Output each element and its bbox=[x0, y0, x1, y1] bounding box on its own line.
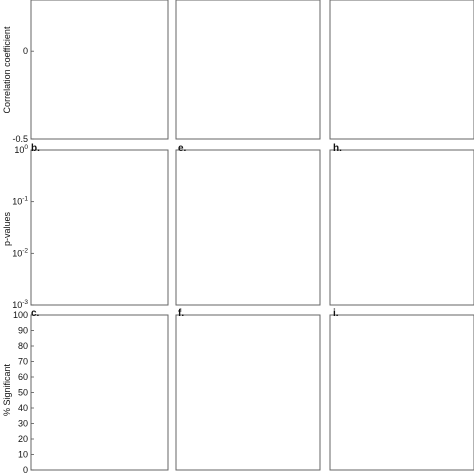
panel-frame bbox=[30, 314, 169, 471]
panel-r2-c2 bbox=[175, 149, 321, 306]
y-tick-label: 100 bbox=[13, 310, 28, 320]
y-tick-label: 60 bbox=[18, 372, 28, 382]
panel-frame bbox=[175, 149, 321, 306]
y-tick-label: 0 bbox=[23, 46, 28, 56]
panel-label-f: f. bbox=[178, 308, 184, 319]
y-tick-label: 90 bbox=[18, 326, 28, 336]
panel-label-h: h. bbox=[333, 143, 342, 154]
y-tick-label: 10-3 bbox=[12, 299, 28, 310]
y-tick-label: 40 bbox=[18, 403, 28, 413]
y-tick-label: 10 bbox=[18, 450, 28, 460]
panel-r3-c2 bbox=[175, 314, 321, 471]
y-tick-label: 30 bbox=[18, 419, 28, 429]
panel-r1-c2 bbox=[175, 0, 321, 140]
panel-label-c: c. bbox=[31, 308, 40, 319]
panel-r2-c3 bbox=[329, 149, 474, 306]
panel-r2-c1: 100 10-1 10-2 10-3 bbox=[12, 144, 169, 310]
panel-frame bbox=[329, 314, 474, 471]
panel-label-e: e. bbox=[178, 143, 187, 154]
y-tick-label: 100 bbox=[14, 144, 28, 155]
panel-frame bbox=[175, 0, 321, 140]
y-axis-title-percent-significant: % Significant bbox=[2, 363, 12, 416]
y-tick-label: 20 bbox=[18, 434, 28, 444]
panel-frame bbox=[30, 149, 169, 306]
y-axis-title-correlation: Correlation coefficient bbox=[2, 26, 12, 113]
panel-frame bbox=[329, 149, 474, 306]
panel-label-b: b. bbox=[31, 143, 40, 154]
y-tick-label: 70 bbox=[18, 357, 28, 367]
y-tick-label: 80 bbox=[18, 341, 28, 351]
y-tick-label: 50 bbox=[18, 388, 28, 398]
panel-frame bbox=[329, 0, 474, 140]
plot-panels: 0-0.510010-110-210-301020304050607080901… bbox=[12, 0, 474, 474]
panel-frame bbox=[30, 0, 169, 140]
panel-r3-c3 bbox=[329, 314, 474, 471]
y-tick-label: 10-1 bbox=[12, 196, 28, 207]
panel-r1-c1: 0 -0.5 bbox=[12, 0, 169, 144]
panel-r3-c1: 0 10 20 30 40 50 60 70 80 90 100 bbox=[13, 310, 169, 474]
y-axis-title-p-values: p-values bbox=[2, 211, 12, 246]
panel-label-i: i. bbox=[333, 308, 339, 319]
panel-frame bbox=[175, 314, 321, 471]
y-tick-label: 10-2 bbox=[12, 247, 28, 258]
y-tick-label: 0 bbox=[23, 465, 28, 474]
y-tick-label: -0.5 bbox=[12, 134, 28, 144]
panel-r1-c3 bbox=[329, 0, 474, 140]
